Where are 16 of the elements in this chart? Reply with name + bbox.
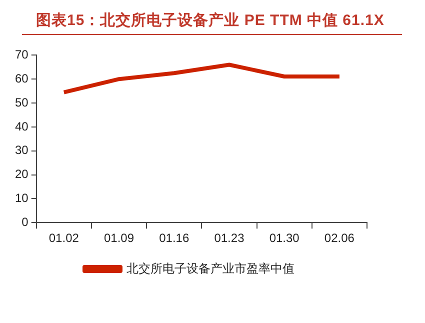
x-tick-label: 01.16 [159,231,190,246]
y-tick-label: 40 [14,119,29,134]
chart-title: 图表15：北交所电子设备产业 PE TTM 中值 61.1X [22,8,402,35]
y-tick-label: 10 [14,191,29,205]
x-tick-label: 01.09 [104,231,134,246]
y-tick-label: 60 [14,71,29,86]
y-tick-label: 0 [22,214,29,229]
y-tick-label: 50 [14,95,29,110]
y-tick-label: 20 [14,167,29,182]
x-tick-label: 01.02 [48,231,80,246]
x-tick-label: 01.23 [214,231,245,246]
legend-label: 北交所电子设备产业市盈率中值 [126,261,294,276]
y-tick-label: 30 [14,143,29,158]
y-tick-label: 70 [14,48,29,62]
x-tick-label: 01.30 [269,231,300,246]
x-tick-label: 02.06 [324,231,355,246]
